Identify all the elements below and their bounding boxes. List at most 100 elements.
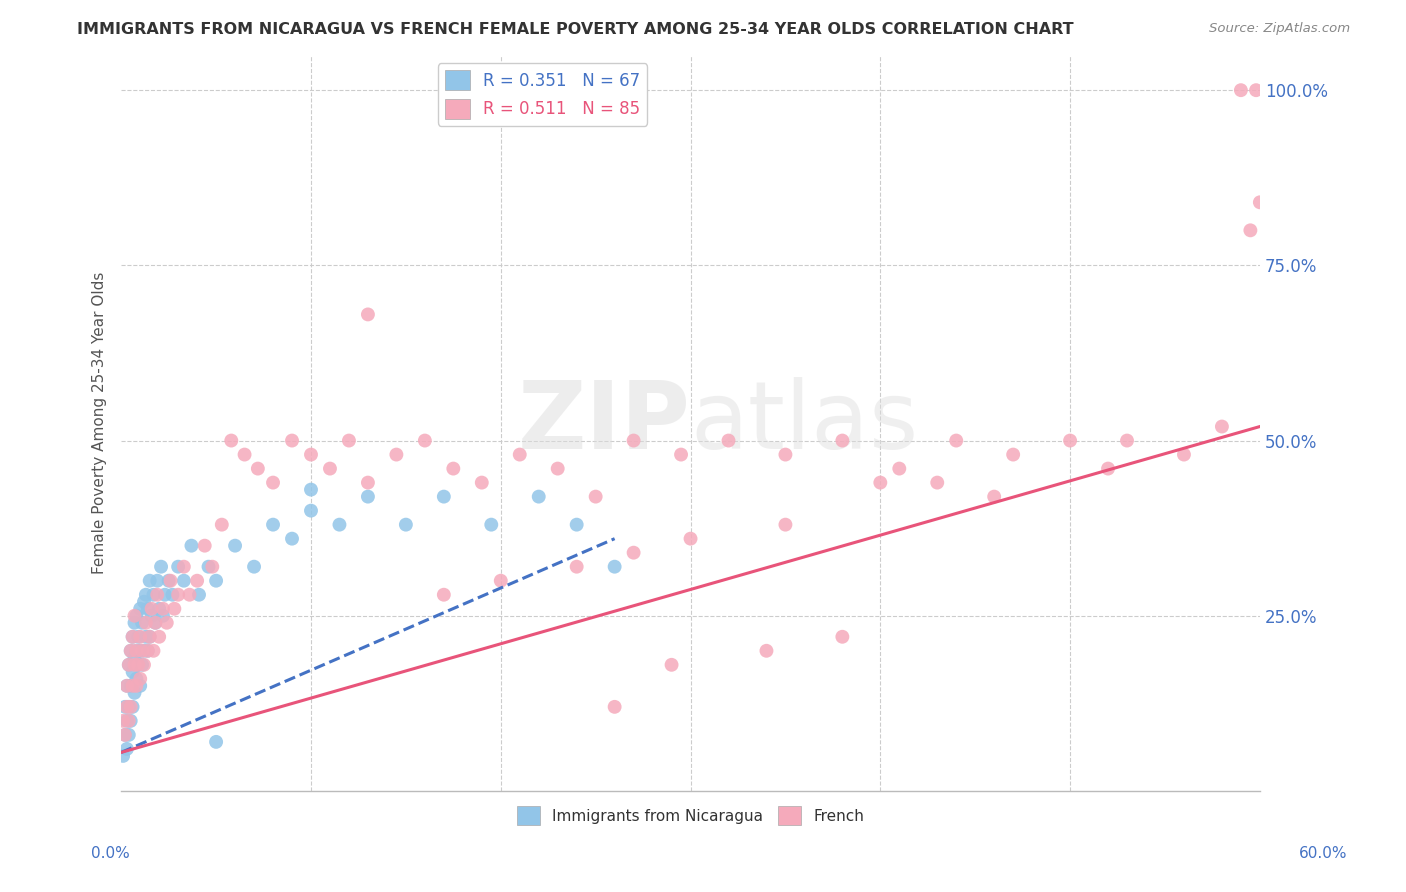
Text: atlas: atlas xyxy=(690,377,918,469)
Point xyxy=(132,644,155,658)
Point xyxy=(136,601,159,615)
Point xyxy=(173,574,195,588)
Point xyxy=(357,307,380,321)
Text: Source: ZipAtlas.com: Source: ZipAtlas.com xyxy=(1209,22,1350,36)
Point xyxy=(755,644,778,658)
Point xyxy=(131,644,153,658)
Point xyxy=(135,615,157,630)
Point xyxy=(243,559,266,574)
Point xyxy=(129,679,152,693)
Point xyxy=(156,615,179,630)
Point xyxy=(120,679,142,693)
Point xyxy=(869,475,891,490)
Point xyxy=(127,657,149,672)
Point xyxy=(679,532,702,546)
Point xyxy=(115,714,138,728)
Point xyxy=(118,699,141,714)
Point xyxy=(603,559,626,574)
Point xyxy=(319,461,342,475)
Point xyxy=(121,699,143,714)
Point xyxy=(162,588,184,602)
Point xyxy=(299,503,322,517)
Point xyxy=(479,517,502,532)
Point xyxy=(118,657,141,672)
Point xyxy=(173,559,195,574)
Point xyxy=(186,574,208,588)
Point xyxy=(328,517,350,532)
Point xyxy=(146,574,169,588)
Point xyxy=(1116,434,1139,448)
Point xyxy=(118,657,141,672)
Point xyxy=(124,686,146,700)
Point xyxy=(132,657,155,672)
Point xyxy=(118,714,141,728)
Point xyxy=(565,559,588,574)
Point xyxy=(194,539,217,553)
Point xyxy=(125,672,148,686)
Point xyxy=(623,434,645,448)
Point xyxy=(115,679,138,693)
Point xyxy=(205,735,228,749)
Point xyxy=(142,644,165,658)
Point xyxy=(927,475,949,490)
Point xyxy=(889,461,911,475)
Point xyxy=(603,699,626,714)
Point xyxy=(138,630,160,644)
Point xyxy=(167,588,190,602)
Point xyxy=(148,601,170,615)
Point xyxy=(547,461,569,475)
Point xyxy=(146,588,169,602)
Point xyxy=(124,615,146,630)
Point xyxy=(114,728,136,742)
Point xyxy=(127,630,149,644)
Point xyxy=(120,714,142,728)
Point xyxy=(233,448,256,462)
Point xyxy=(775,448,797,462)
Text: IMMIGRANTS FROM NICARAGUA VS FRENCH FEMALE POVERTY AMONG 25-34 YEAR OLDS CORRELA: IMMIGRANTS FROM NICARAGUA VS FRENCH FEMA… xyxy=(77,22,1074,37)
Point xyxy=(141,608,163,623)
Point xyxy=(121,630,143,644)
Point xyxy=(121,679,143,693)
Point xyxy=(136,644,159,658)
Point xyxy=(152,608,174,623)
Point xyxy=(527,490,550,504)
Point xyxy=(120,699,142,714)
Point xyxy=(115,699,138,714)
Point xyxy=(115,742,138,756)
Point xyxy=(150,559,173,574)
Text: ZIP: ZIP xyxy=(517,377,690,469)
Point xyxy=(433,490,456,504)
Point xyxy=(145,615,167,630)
Legend: Immigrants from Nicaragua, French: Immigrants from Nicaragua, French xyxy=(510,800,870,831)
Text: 0.0%: 0.0% xyxy=(91,847,131,861)
Point xyxy=(831,434,853,448)
Point xyxy=(124,608,146,623)
Point xyxy=(299,448,322,462)
Point xyxy=(188,588,211,602)
Point xyxy=(1239,223,1261,237)
Point xyxy=(127,657,149,672)
Point xyxy=(224,539,246,553)
Point xyxy=(180,539,202,553)
Point xyxy=(112,748,135,763)
Point xyxy=(945,434,967,448)
Point xyxy=(201,559,224,574)
Point xyxy=(118,728,141,742)
Point xyxy=(246,461,269,475)
Point xyxy=(132,595,155,609)
Point xyxy=(121,630,143,644)
Y-axis label: Female Poverty Among 25-34 Year Olds: Female Poverty Among 25-34 Year Olds xyxy=(93,272,107,574)
Point xyxy=(1097,461,1119,475)
Point xyxy=(1244,83,1267,97)
Point xyxy=(205,574,228,588)
Point xyxy=(337,434,360,448)
Point xyxy=(395,517,418,532)
Point xyxy=(1173,448,1195,462)
Point xyxy=(1211,419,1233,434)
Point xyxy=(1249,195,1271,210)
Point xyxy=(129,672,152,686)
Point xyxy=(983,490,1005,504)
Point xyxy=(152,601,174,615)
Point xyxy=(131,657,153,672)
Point xyxy=(565,517,588,532)
